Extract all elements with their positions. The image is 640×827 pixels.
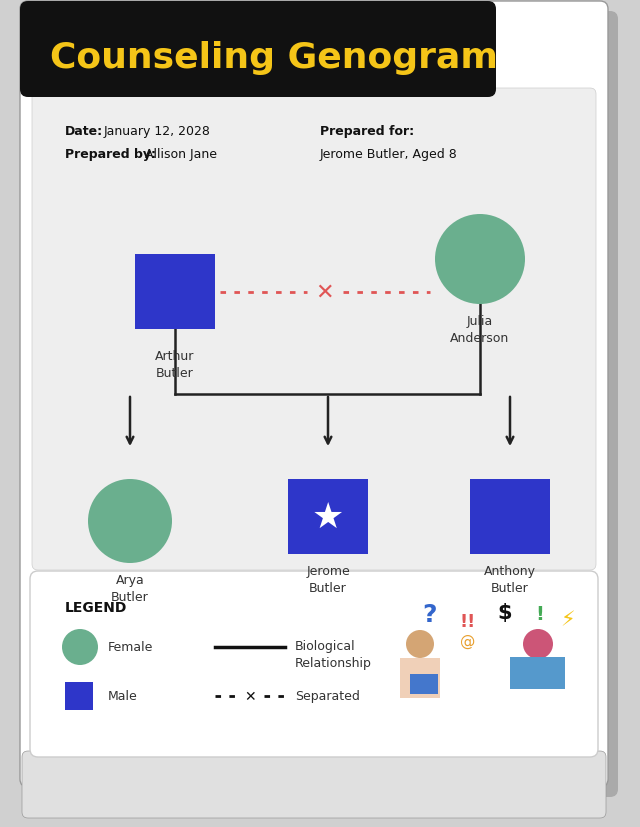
Circle shape [406, 630, 434, 658]
Text: ?: ? [423, 602, 437, 626]
Text: Counseling Genogram: Counseling Genogram [50, 41, 498, 75]
Circle shape [62, 629, 98, 665]
Text: Male: Male [108, 690, 138, 703]
Text: $: $ [498, 602, 512, 622]
Text: Jerome Butler, Aged 8: Jerome Butler, Aged 8 [320, 148, 458, 160]
Bar [65, 682, 93, 710]
Text: Biological
Relationship: Biological Relationship [295, 639, 372, 669]
Text: ★: ★ [312, 500, 344, 534]
Text: Jerome
Butler: Jerome Butler [306, 564, 350, 595]
FancyBboxPatch shape [32, 88, 596, 571]
Bar [135, 255, 215, 330]
Text: Separated: Separated [295, 690, 360, 703]
Text: Julia
Anderson: Julia Anderson [451, 314, 509, 345]
Text: Arthur
Butler: Arthur Butler [156, 350, 195, 380]
Text: Date:: Date: [65, 125, 103, 138]
Bar [400, 658, 440, 698]
FancyBboxPatch shape [20, 2, 496, 98]
Bar [288, 480, 368, 554]
Bar [470, 480, 550, 554]
Text: ⚡: ⚡ [561, 609, 575, 629]
Text: Prepared by:: Prepared by: [65, 148, 156, 160]
FancyBboxPatch shape [22, 751, 606, 818]
Circle shape [435, 215, 525, 304]
FancyBboxPatch shape [30, 12, 618, 797]
Text: Allison Jane: Allison Jane [145, 148, 217, 160]
FancyBboxPatch shape [30, 571, 598, 757]
FancyBboxPatch shape [20, 2, 608, 787]
Text: ✕: ✕ [316, 282, 334, 302]
Bar [410, 674, 438, 694]
Text: !!: !! [460, 612, 476, 630]
Text: @: @ [460, 633, 476, 648]
Text: Prepared for:: Prepared for: [320, 125, 414, 138]
Text: Arya
Butler: Arya Butler [111, 573, 149, 603]
Text: LEGEND: LEGEND [65, 600, 127, 614]
Text: Female: Female [108, 641, 154, 653]
Bar [510, 657, 565, 689]
Text: ✕: ✕ [244, 689, 256, 703]
Text: January 12, 2028: January 12, 2028 [104, 125, 211, 138]
Text: !: ! [536, 605, 545, 624]
Circle shape [523, 629, 553, 659]
Circle shape [88, 480, 172, 563]
Text: Anthony
Butler: Anthony Butler [484, 564, 536, 595]
